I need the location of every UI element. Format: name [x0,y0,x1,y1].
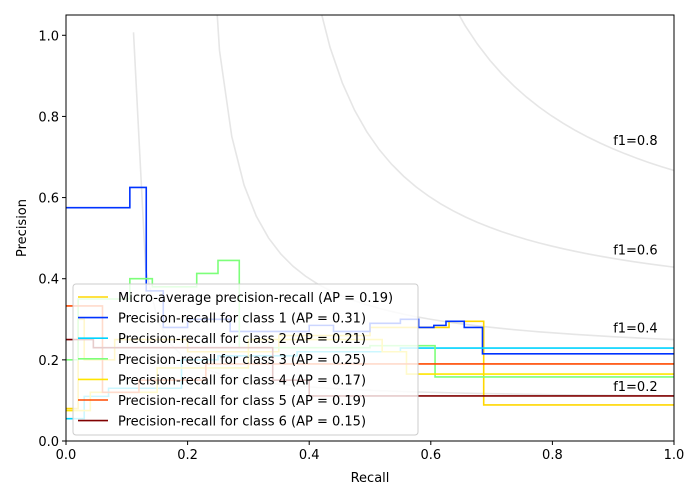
iso-f1-curve [320,15,674,268]
legend-entry: Precision-recall for class 1 (AP = 0.31) [118,312,366,327]
legend-entry: Micro-average precision-recall (AP = 0.1… [118,291,393,306]
iso-f1-curve [458,15,674,172]
x-axis-label: Recall [351,471,390,486]
iso-f1-label: f1=0.4 [613,322,657,337]
y-tick-label: 0.6 [38,192,59,207]
x-tick-label: 0.2 [177,448,198,463]
plot-frame [65,14,675,442]
x-tick-label: 0.4 [299,448,320,463]
x-tick-label: 1.0 [664,448,685,463]
y-tick-label: 0.2 [38,354,59,369]
legend-box [72,283,419,436]
iso-f1-label: f1=0.6 [613,243,657,258]
x-tick-label: 0.8 [542,448,563,463]
y-axis-label: Precision [15,199,30,257]
x-tick-label: 0.0 [56,448,77,463]
y-tick-label: 0.4 [38,273,59,288]
legend-entry: Precision-recall for class 3 (AP = 0.25) [118,353,366,368]
x-tick-label: 0.6 [420,448,441,463]
iso-f1-label: f1=0.2 [613,380,657,395]
y-tick-label: 1.0 [38,29,59,44]
y-tick-label: 0.8 [38,110,59,125]
legend-entry: Precision-recall for class 2 (AP = 0.21) [118,332,366,347]
iso-f1-label: f1=0.8 [613,134,657,149]
legend: Micro-average precision-recall (AP = 0.1… [72,283,419,436]
legend-entry: Precision-recall for class 6 (AP = 0.15) [118,415,366,430]
legend-entry: Precision-recall for class 4 (AP = 0.17) [118,373,366,388]
iso-f1-curve [216,15,674,341]
y-tick-label: 0.0 [38,435,59,450]
legend-entry: Precision-recall for class 5 (AP = 0.19) [118,394,366,409]
